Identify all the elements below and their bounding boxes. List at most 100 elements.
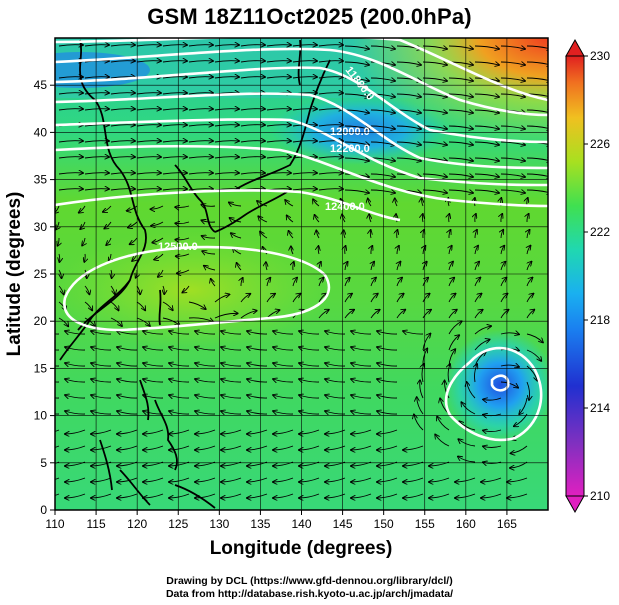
colorbar-tick-label: 214 — [590, 401, 610, 415]
streamline — [136, 109, 161, 110]
streamline — [500, 46, 525, 49]
streamline — [247, 411, 268, 414]
streamline — [501, 214, 502, 223]
streamline — [422, 294, 430, 303]
streamline — [377, 429, 398, 434]
streamline — [169, 395, 190, 398]
streamline — [318, 61, 343, 62]
streamline — [162, 189, 187, 190]
streamline — [377, 379, 398, 382]
streamline — [143, 445, 164, 450]
streamline — [292, 45, 317, 46]
streamline — [202, 236, 216, 238]
streamline — [214, 294, 229, 303]
streamline — [247, 331, 268, 334]
streamline — [397, 262, 400, 271]
streamline — [143, 379, 164, 382]
x-tick-label: 140 — [291, 517, 311, 531]
streamline — [325, 493, 346, 498]
streamline — [299, 347, 320, 350]
streamline — [214, 61, 239, 62]
streamline — [195, 477, 216, 482]
streamline — [117, 411, 138, 414]
streamline — [500, 278, 506, 287]
streamline — [474, 294, 482, 303]
streamline — [371, 262, 374, 271]
streamline — [65, 411, 86, 414]
streamline — [162, 173, 187, 174]
streamline — [273, 395, 294, 398]
streamline — [448, 94, 473, 97]
streamline — [527, 246, 531, 255]
streamline — [128, 221, 138, 227]
streamline — [299, 429, 320, 434]
streamline — [214, 45, 239, 46]
streamline — [106, 237, 112, 245]
x-tick-label: 145 — [333, 517, 353, 531]
y-tick-label: 45 — [34, 78, 48, 92]
streamline — [500, 78, 525, 81]
streamline — [342, 214, 346, 223]
streamline — [318, 294, 326, 303]
streamline — [273, 493, 294, 498]
streamline — [461, 402, 476, 415]
streamline — [266, 125, 291, 126]
streamline — [55, 365, 60, 367]
streamline — [467, 382, 476, 399]
streamline — [315, 215, 320, 223]
streamline — [344, 62, 369, 65]
streamline — [500, 174, 525, 177]
streamline — [526, 365, 537, 381]
streamline — [58, 93, 83, 94]
streamline — [240, 294, 250, 303]
streamline — [325, 347, 346, 350]
x-tick-label: 115 — [87, 517, 106, 531]
streamline — [104, 221, 112, 228]
streamline — [175, 222, 190, 224]
streamline — [526, 294, 533, 303]
streamline — [370, 230, 371, 239]
streamline — [511, 445, 528, 453]
streamline — [188, 141, 213, 142]
streamline — [221, 493, 242, 498]
streamline — [285, 200, 294, 207]
streamline — [370, 190, 395, 193]
y-tick-label: 30 — [34, 220, 48, 234]
streamline — [221, 445, 242, 450]
streamline — [58, 157, 83, 158]
streamline — [65, 493, 86, 498]
streamline — [240, 157, 265, 158]
streamline — [130, 237, 138, 244]
streamline — [162, 157, 187, 158]
streamline — [344, 310, 354, 319]
y-axis: 0 5 10 15 20 25 30 35 40 45 — [34, 78, 55, 517]
streamline — [59, 253, 60, 262]
streamline — [293, 262, 294, 271]
streamline — [56, 221, 59, 229]
streamline — [527, 262, 531, 271]
streamline — [169, 445, 190, 450]
streamline — [403, 445, 424, 450]
streamline — [273, 429, 294, 434]
streamline — [507, 477, 528, 482]
streamline — [527, 214, 529, 223]
streamline — [58, 109, 83, 110]
streamline — [287, 215, 294, 223]
streamline — [474, 110, 499, 113]
streamline — [188, 45, 213, 46]
streamline — [188, 61, 213, 62]
streamline — [474, 190, 499, 193]
streamline — [377, 445, 398, 450]
streamline — [526, 333, 543, 342]
streamline — [91, 411, 112, 414]
streamline — [500, 126, 525, 129]
streamline — [65, 429, 86, 434]
streamline — [136, 301, 145, 310]
streamline — [143, 347, 164, 350]
x-tick-label: 160 — [456, 517, 476, 531]
streamline — [299, 379, 320, 382]
streamline — [266, 77, 291, 78]
streamline — [345, 262, 348, 271]
streamline — [396, 126, 421, 129]
streamline — [325, 331, 346, 334]
